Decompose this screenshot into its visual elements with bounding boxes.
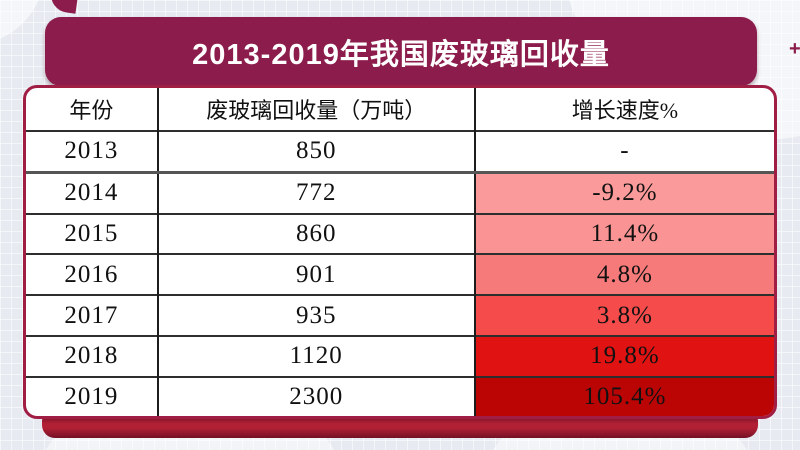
- growth-cell: 105.4%: [473, 375, 774, 416]
- growth-cell: 4.8%: [473, 253, 774, 296]
- title-banner: 2013-2019年我国废玻璃回收量: [45, 17, 757, 86]
- volume-cell: 2300: [156, 375, 475, 416]
- table-row: 2018 1120 19.8%: [26, 334, 774, 377]
- plus-icon: +: [789, 38, 800, 60]
- volume-cell: 850: [156, 129, 475, 173]
- year-cell: 2019: [26, 375, 158, 416]
- year-cell: 2015: [26, 212, 158, 255]
- table-row: 2014 772 -9.2%: [26, 170, 774, 214]
- data-table-card: 年份 废玻璃回收量（万吨） 增长速度% 2013 850-2014 772 -9.2%…: [23, 85, 777, 419]
- data-table: 年份 废玻璃回收量（万吨） 增长速度% 2013 850-2014 772 -9.2%…: [26, 88, 774, 416]
- year-cell: 2016: [26, 253, 158, 296]
- table-body: 2013 850-2014 772 -9.2% 2015 860 11.4% 2016 901 4…: [26, 129, 774, 416]
- year-cell: 2017: [26, 294, 158, 336]
- background-circle: [0, 0, 45, 45]
- volume-cell: 1120: [156, 334, 475, 377]
- table-row: 2016 901 4.8%: [26, 253, 774, 296]
- corner-decoration: [48, 0, 79, 14]
- volume-cell: 935: [156, 294, 475, 336]
- growth-cell: 11.4%: [473, 212, 774, 255]
- growth-cell: 3.8%: [473, 294, 774, 336]
- table-row: 2017 935 3.8%: [26, 294, 774, 336]
- column-header-year: 年份: [69, 98, 114, 123]
- volume-cell: 860: [156, 212, 475, 255]
- table-row: 2019 2300 105.4%: [26, 375, 774, 416]
- column-header-volume: 废玻璃回收量（万吨）: [156, 88, 475, 131]
- volume-cell: 772: [156, 170, 475, 214]
- year-cell: 2014: [26, 170, 158, 214]
- volume-cell: 901: [156, 253, 475, 296]
- growth-cell: -: [473, 129, 774, 173]
- year-cell: 2013: [26, 129, 158, 173]
- table-row: 2015 860 11.4%: [26, 212, 774, 255]
- year-cell: 2018: [26, 334, 158, 377]
- header-row: 年份 废玻璃回收量（万吨） 增长速度%: [26, 88, 774, 131]
- table-row: 2013 850-: [26, 129, 774, 173]
- growth-cell: 19.8%: [473, 334, 774, 377]
- page-title: 2013-2019年我国废玻璃回收量: [192, 38, 610, 71]
- column-header-growth: 增长速度%: [473, 88, 774, 131]
- growth-cell: -9.2%: [473, 170, 774, 214]
